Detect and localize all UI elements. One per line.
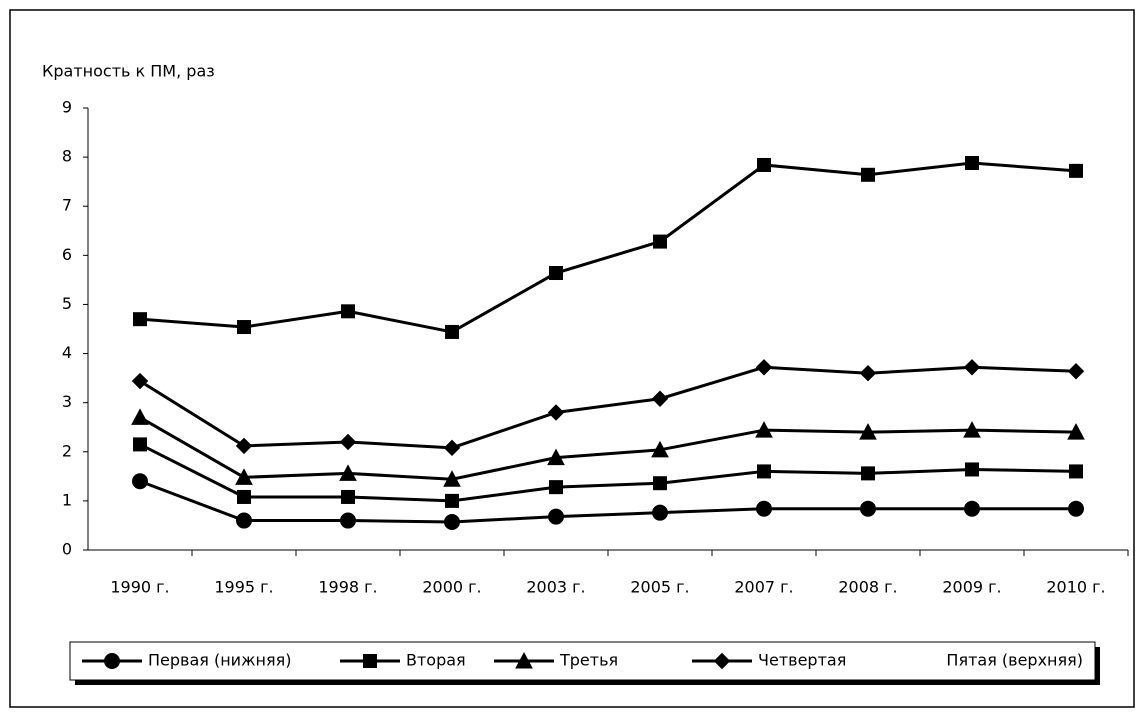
marker [861, 466, 875, 481]
series-line [139, 479, 1076, 524]
y-tick-label: 6 [62, 245, 72, 264]
y-tick-label: 7 [62, 196, 72, 215]
marker [1067, 363, 1085, 380]
marker [860, 500, 876, 517]
marker [443, 439, 461, 457]
x-tick-label: 2007 г. [734, 578, 793, 597]
legend-label: Первая (нижняя) [148, 651, 291, 670]
x-tick-label: 2010 г. [1046, 578, 1105, 597]
marker [133, 312, 147, 327]
marker [652, 504, 668, 521]
marker [235, 468, 253, 485]
marker [547, 404, 565, 421]
marker [859, 364, 877, 382]
marker [757, 157, 771, 172]
series-line [139, 416, 1077, 481]
x-tick-label: 1995 г. [214, 578, 273, 597]
marker [653, 476, 667, 491]
marker [653, 234, 667, 249]
legend-label: Четвертая [758, 651, 846, 670]
marker [859, 423, 877, 440]
marker [341, 304, 355, 319]
marker [651, 440, 669, 458]
marker [237, 489, 251, 504]
marker [963, 421, 981, 438]
marker [547, 448, 565, 466]
y-tick-label: 3 [62, 392, 72, 411]
y-axis-label: Кратность к ПМ, раз [42, 62, 215, 81]
marker [443, 470, 461, 487]
marker [235, 437, 253, 455]
marker [965, 156, 979, 171]
marker [363, 654, 377, 668]
legend-label: Третья [559, 651, 618, 670]
x-tick-label: 2000 г. [422, 578, 481, 597]
marker [1067, 423, 1085, 440]
marker [341, 489, 355, 504]
y-tick-label: 5 [62, 294, 72, 313]
marker [755, 421, 773, 438]
x-tick-label: 2003 г. [526, 578, 585, 597]
marker [861, 167, 875, 182]
series-line [139, 443, 1077, 503]
y-tick-label: 9 [62, 98, 72, 117]
marker [713, 652, 731, 670]
marker [236, 512, 252, 529]
marker [131, 408, 149, 425]
marker [755, 359, 773, 376]
marker [133, 437, 147, 452]
marker [237, 320, 251, 335]
marker [445, 324, 459, 339]
legend-box [69, 641, 1096, 681]
marker [444, 514, 460, 531]
x-tick-label: 2008 г. [838, 578, 897, 597]
series-line [139, 365, 1077, 450]
marker [651, 390, 669, 407]
marker [756, 500, 772, 517]
y-tick-label: 0 [62, 540, 72, 559]
x-tick-label: 1998 г. [318, 578, 377, 597]
marker [1069, 163, 1083, 178]
series-line [139, 161, 1077, 334]
marker [549, 266, 563, 281]
marker [445, 493, 459, 508]
marker [131, 372, 149, 390]
legend-label: Вторая [406, 651, 466, 670]
y-tick-label: 4 [62, 343, 72, 362]
marker [963, 359, 981, 376]
y-tick-label: 1 [62, 490, 72, 509]
marker [549, 480, 563, 495]
legend-label: Пятая (верхняя) [946, 651, 1083, 670]
marker [965, 462, 979, 477]
x-tick-label: 1990 г. [110, 578, 169, 597]
marker [548, 508, 564, 525]
marker [104, 653, 120, 669]
marker [515, 651, 533, 669]
marker [339, 464, 357, 481]
x-tick-label: 2005 г. [630, 578, 689, 597]
chart-border [9, 9, 1135, 708]
y-tick-label: 8 [62, 147, 72, 166]
x-tick-label: 2009 г. [942, 578, 1001, 597]
y-tick-label: 2 [62, 441, 72, 460]
marker [339, 433, 357, 451]
marker [340, 512, 356, 529]
marker [1069, 464, 1083, 479]
marker [1068, 500, 1084, 517]
marker [964, 500, 980, 517]
marker [132, 473, 148, 490]
marker [757, 464, 771, 479]
